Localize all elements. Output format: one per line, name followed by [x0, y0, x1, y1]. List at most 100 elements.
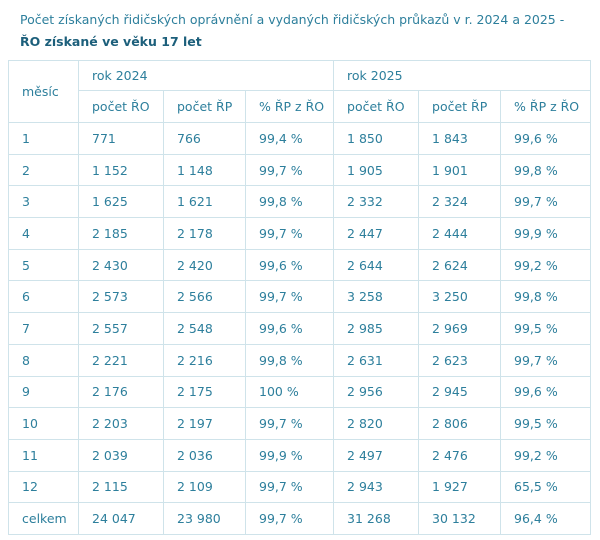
table-cell: 11 — [8, 438, 79, 472]
year-header: rok 2025 — [333, 60, 592, 91]
table-cell: 2 039 — [78, 438, 164, 472]
table-cell: 99,7 % — [244, 217, 335, 250]
table-cell: 99,6 % — [500, 122, 592, 155]
table-cell: 7 — [8, 312, 79, 345]
table-cell: 3 — [8, 185, 79, 219]
table-cell: 2 216 — [163, 343, 246, 377]
table-cell: 8 — [8, 343, 79, 377]
table-cell: 2 623 — [418, 343, 502, 377]
table-cell: 100 % — [244, 375, 335, 409]
table-cell: 2 332 — [333, 185, 420, 219]
table-cell: 2 969 — [418, 312, 502, 345]
table-row: 11 2 039 2 036 99,9 % 2 497 2 476 99,2 % — [8, 438, 592, 472]
year-header: rok 2024 — [77, 60, 335, 91]
table-cell: 1 905 — [333, 153, 420, 187]
table-cell: 2 566 — [163, 280, 246, 314]
table-cell: 1 927 — [418, 470, 502, 504]
table-cell: 2 324 — [418, 185, 502, 219]
table-cell: 1 148 — [163, 153, 246, 187]
table-cell: 2 644 — [333, 248, 420, 282]
table-cell: 10 — [8, 407, 79, 440]
table-cell: 99,7 % — [244, 502, 335, 535]
table-row: 1 771 766 99,4 % 1 850 1 843 99,6 % — [8, 122, 592, 155]
title-text: Počet získaných řidičských oprávnění a v… — [20, 12, 565, 27]
column-header: počet ŘP — [418, 90, 502, 123]
table-cell: 99,9 % — [500, 217, 592, 250]
table-cell: 2 203 — [78, 407, 164, 440]
table-cell: 65,5 % — [500, 470, 592, 504]
column-header: % ŘP z ŘO — [244, 90, 335, 123]
table-cell: 99,6 % — [244, 248, 335, 282]
table-cell: 99,9 % — [244, 438, 335, 472]
month-header: měsíc — [8, 60, 79, 123]
table-row: 12 2 115 2 109 99,7 % 2 943 1 927 65,5 % — [8, 470, 592, 504]
table-cell: 1 901 — [418, 153, 502, 187]
table-cell: 1 152 — [78, 153, 164, 187]
table-cell: 2 036 — [163, 438, 246, 472]
table-cell: 2 497 — [333, 438, 420, 472]
table-cell: 2 420 — [163, 248, 246, 282]
table-cell: 5 — [8, 248, 79, 282]
title: Počet získaných řidičských oprávnění a v… — [0, 0, 600, 60]
table-cell: 1 — [8, 122, 79, 155]
table-cell: 3 250 — [418, 280, 502, 314]
table-cell: 2 548 — [163, 312, 246, 345]
table-cell: celkem — [8, 502, 79, 535]
table-cell: 99,8 % — [244, 343, 335, 377]
table-cell: 99,8 % — [244, 185, 335, 219]
table-cell: 99,2 % — [500, 438, 592, 472]
table-cell: 99,7 % — [500, 343, 592, 377]
column-header: % ŘP z ŘO — [500, 90, 592, 123]
table-cell: 766 — [163, 122, 246, 155]
table-cell: 99,7 % — [244, 153, 335, 187]
table-cell: 99,8 % — [500, 280, 592, 314]
table-cell: 2 943 — [333, 470, 420, 504]
table-cell: 99,4 % — [244, 122, 335, 155]
table-cell: 2 956 — [333, 375, 420, 409]
table-cell: 99,7 % — [500, 185, 592, 219]
table-cell: 2 109 — [163, 470, 246, 504]
table-cell: 2 820 — [333, 407, 420, 440]
table-cell: 2 197 — [163, 407, 246, 440]
table-cell: 1 850 — [333, 122, 420, 155]
table-cell: 1 625 — [78, 185, 164, 219]
table-cell: 99,5 % — [500, 407, 592, 440]
table-cell: 99,2 % — [500, 248, 592, 282]
table-cell: 9 — [8, 375, 79, 409]
table-cell: 2 624 — [418, 248, 502, 282]
table-cell: 2 444 — [418, 217, 502, 250]
table-cell: 1 621 — [163, 185, 246, 219]
table-cell: 771 — [78, 122, 164, 155]
table-cell: 2 176 — [78, 375, 164, 409]
table-cell: 2 221 — [78, 343, 164, 377]
table-row: celkem 24 047 23 980 99,7 % 31 268 30 132 96,4… — [8, 502, 592, 535]
column-header: počet ŘO — [78, 90, 164, 123]
table-cell: 2 — [8, 153, 79, 187]
table-cell: 4 — [8, 217, 79, 250]
table-cell: 2 985 — [333, 312, 420, 345]
table-cell: 2 631 — [333, 343, 420, 377]
table-cell: 2 178 — [163, 217, 246, 250]
table-cell: 2 557 — [78, 312, 164, 345]
table-cell: 1 843 — [418, 122, 502, 155]
table-cell: 30 132 — [418, 502, 502, 535]
table-cell: 96,4 % — [500, 502, 592, 535]
table: měsíc rok 2024 rok 2025 počet ŘO počet ŘP% Ř… — [8, 60, 592, 535]
table-cell: 99,8 % — [500, 153, 592, 187]
table-row: počet ŘO počet ŘP% ŘP z ŘO počet ŘO počet Ř… — [9, 90, 592, 123]
column-header: počet ŘO — [333, 90, 420, 123]
table-cell: 12 — [8, 470, 79, 504]
table-cell: 31 268 — [333, 502, 420, 535]
table-cell: 6 — [8, 280, 79, 314]
table-cell: 99,7 % — [244, 280, 335, 314]
table-cell: 99,6 % — [244, 312, 335, 345]
